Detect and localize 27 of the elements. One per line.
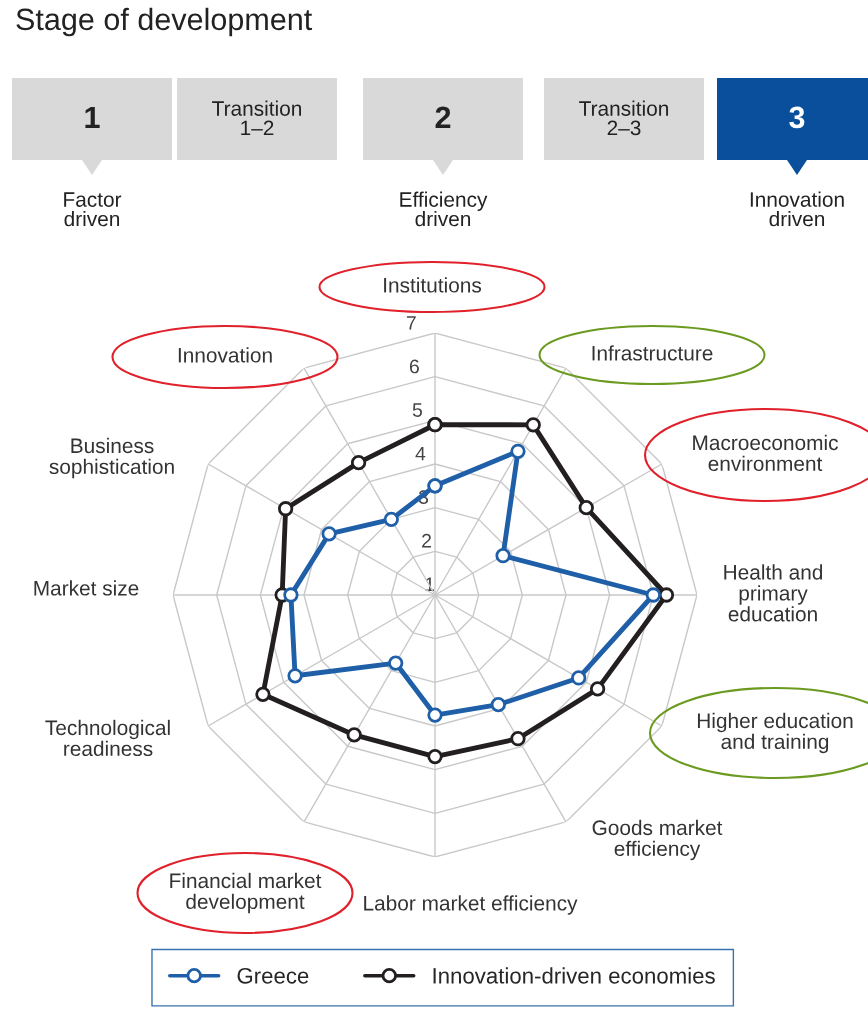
y-tick-label: 4 [415,446,426,461]
y-tick-label: 7 [406,316,416,330]
legend-label: Greece [237,967,309,984]
spoke-label: Higher education and training [697,712,853,754]
text: 3 [789,106,805,129]
spoke-label: Technological readiness [45,719,170,757]
y-tick-label: 5 [412,403,422,417]
legend-label: Innovation-driven economies [433,967,715,984]
spoke-label: Infrastructure [592,345,713,361]
text: Transition 2–3 [579,100,668,136]
text: Transition 1–2 [212,100,301,136]
text: Efficiency driven [400,191,488,227]
spoke-label: Market size [34,580,139,596]
spoke-label: Goods market efficiency [592,819,723,861]
text: Innovation driven [750,191,844,227]
spoke-label: Business sophistication [49,437,174,479]
spoke-label: Health and primary education [724,564,823,622]
y-tick-label: 2 [422,533,431,548]
spoke-label: Macroeconomic environment [693,434,838,472]
spoke-label: Institutions [384,277,482,293]
spoke-label: Financial market development [170,872,322,914]
spoke-label: Innovation [178,347,272,363]
text: 1 [85,106,100,128]
text: Factor driven [64,192,122,227]
chart-title: Stage of development [16,7,313,37]
y-tick-label: 6 [409,359,419,374]
spoke-label: Labor market efficiency [364,895,578,915]
